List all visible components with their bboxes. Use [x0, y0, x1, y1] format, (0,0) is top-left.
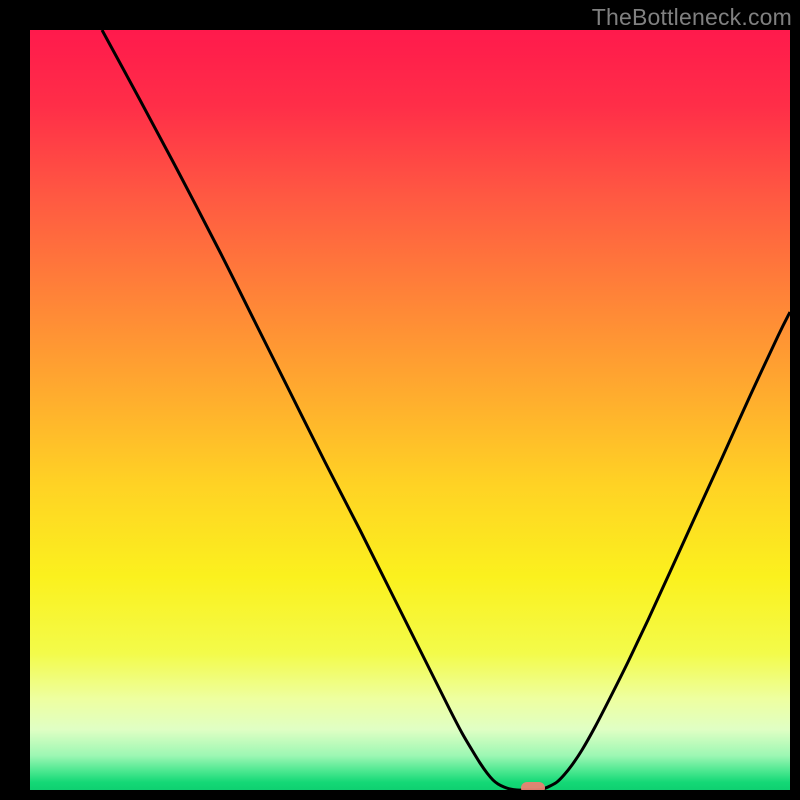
- bottleneck-chart: [0, 0, 800, 800]
- chart-frame: TheBottleneck.com: [0, 0, 800, 800]
- watermark-text: TheBottleneck.com: [592, 4, 792, 31]
- gradient-background: [30, 30, 790, 790]
